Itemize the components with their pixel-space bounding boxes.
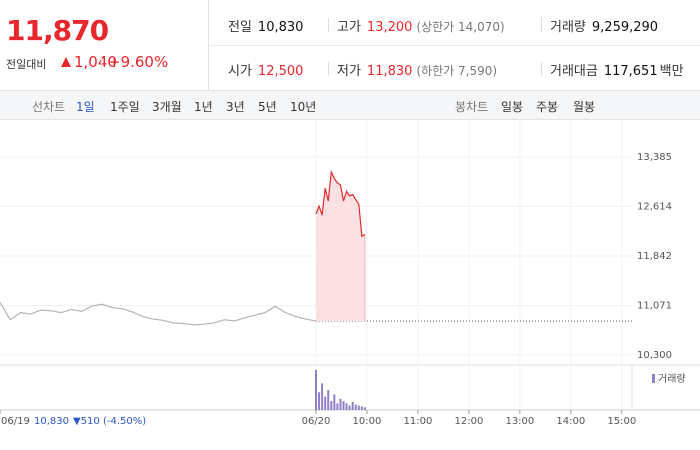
y-tick-label: 11,842 <box>637 251 672 262</box>
period-tab[interactable]: 3년 <box>226 100 245 114</box>
stat-value: 11,830 <box>366 64 413 79</box>
x-tick-label: 06/20 <box>302 416 331 427</box>
stat: 전일 10,830 <box>228 16 303 35</box>
change: 1,040 <box>74 53 117 71</box>
y-tick-label: 11,071 <box>637 301 672 312</box>
stat: 거래량 9,259,290 <box>550 16 658 35</box>
y-tick-label: 12,614 <box>637 201 672 212</box>
stat-label: 거래대금 <box>550 64 598 79</box>
stat-note: (상한가 14,070) <box>416 20 505 34</box>
stat-label: 전일 <box>228 20 252 35</box>
row-divider <box>209 45 700 46</box>
divider <box>541 62 542 76</box>
period-tab[interactable]: 5년 <box>258 100 277 114</box>
volume-bar <box>318 392 321 410</box>
volume-bar <box>354 404 357 410</box>
area <box>316 172 365 321</box>
volume-bar <box>360 406 363 410</box>
volume-bar <box>345 403 348 410</box>
stat-label: 거래량 <box>550 20 586 35</box>
tab-bar: 선차트 1일 1주일 3개월 1년 3년 5년 10년 봉차트 일봉 주봉 월봉 <box>0 90 700 120</box>
volume-bar <box>348 405 351 410</box>
volume-bar <box>327 390 330 410</box>
stat-value: 10,830 <box>257 20 304 35</box>
period-tab[interactable]: 1일 <box>76 100 95 114</box>
volume-bar <box>342 401 345 410</box>
readout-price: 10,830 <box>34 416 69 427</box>
period-tab[interactable]: 10년 <box>290 100 317 114</box>
candle-tab[interactable]: 일봉 <box>501 100 524 114</box>
chart: 10,300 11,071 11,842 12,614 13,385 06/19 06/20… <box>0 120 700 427</box>
volume-bar <box>330 401 333 410</box>
divider <box>101 56 102 70</box>
stat-note: (하한가 7,590) <box>416 64 498 78</box>
period-tab[interactable]: 3개월 <box>152 100 182 114</box>
volume-bar <box>324 396 327 410</box>
change-label: 전일대비 <box>6 58 47 71</box>
legend-swatch <box>652 374 655 383</box>
legend-label: 거래량 <box>658 373 686 385</box>
tab-label: 봉차트 <box>455 100 489 114</box>
period-tab[interactable]: 1년 <box>194 100 213 114</box>
x-tick-label: 11:00 <box>404 416 433 427</box>
change-rate: +9.60% <box>108 53 169 71</box>
x-tick-label: 06/19 <box>1 416 30 427</box>
volume-bar <box>333 394 336 410</box>
divider <box>541 18 542 32</box>
volume-bar <box>339 398 342 410</box>
price-panel: 11,870 전일대비 1,040 +9.60% <box>0 0 209 90</box>
tab-label: 선차트 <box>32 100 66 114</box>
x-tick-label: 14:00 <box>556 416 585 427</box>
x-tick-label: 15:00 <box>607 416 636 427</box>
volume-bar <box>336 403 339 410</box>
price-line <box>0 302 317 326</box>
stat-label: 시가 <box>228 64 252 79</box>
volume-bar <box>363 407 366 410</box>
divider <box>328 18 329 32</box>
volume-bar <box>315 370 317 410</box>
stat-value: 117,651 <box>603 64 658 79</box>
y-tick-label: 10,300 <box>637 350 672 361</box>
stat: 거래대금 117,651 백만 <box>550 60 684 79</box>
x-tick-label: 10:00 <box>353 416 382 427</box>
readout-rate: (-4.50%) <box>103 416 146 427</box>
volume-bar <box>321 383 324 410</box>
volume-bar <box>357 405 360 410</box>
stat: 고가 13,200 (상한가 14,070) <box>337 16 505 35</box>
volume-bar <box>351 402 354 410</box>
x-tick-label: 12:00 <box>454 416 483 427</box>
stat-value: 9,259,290 <box>591 20 659 35</box>
stat: 저가 11,830 (하한가 7,590) <box>337 60 497 79</box>
period-tab[interactable]: 1주일 <box>110 100 140 114</box>
stat-value: 13,200 <box>366 20 413 35</box>
stat-unit: 백만 <box>659 64 684 79</box>
candle-tab[interactable]: 주봉 <box>536 100 559 114</box>
candle-tab[interactable]: 월봉 <box>573 100 596 114</box>
price-line <box>315 169 366 238</box>
current-price: 11,870 <box>6 14 109 47</box>
stat-label: 고가 <box>337 20 361 35</box>
stat-label: 저가 <box>337 64 361 79</box>
divider <box>328 62 329 76</box>
y-tick-label: 13,385 <box>637 152 672 163</box>
up-arrow <box>61 57 71 67</box>
stat-value: 12,500 <box>257 64 304 79</box>
stat: 시가 12,500 <box>228 60 303 79</box>
readout-change: ▼510 <box>73 416 100 427</box>
x-tick-label: 13:00 <box>505 416 534 427</box>
